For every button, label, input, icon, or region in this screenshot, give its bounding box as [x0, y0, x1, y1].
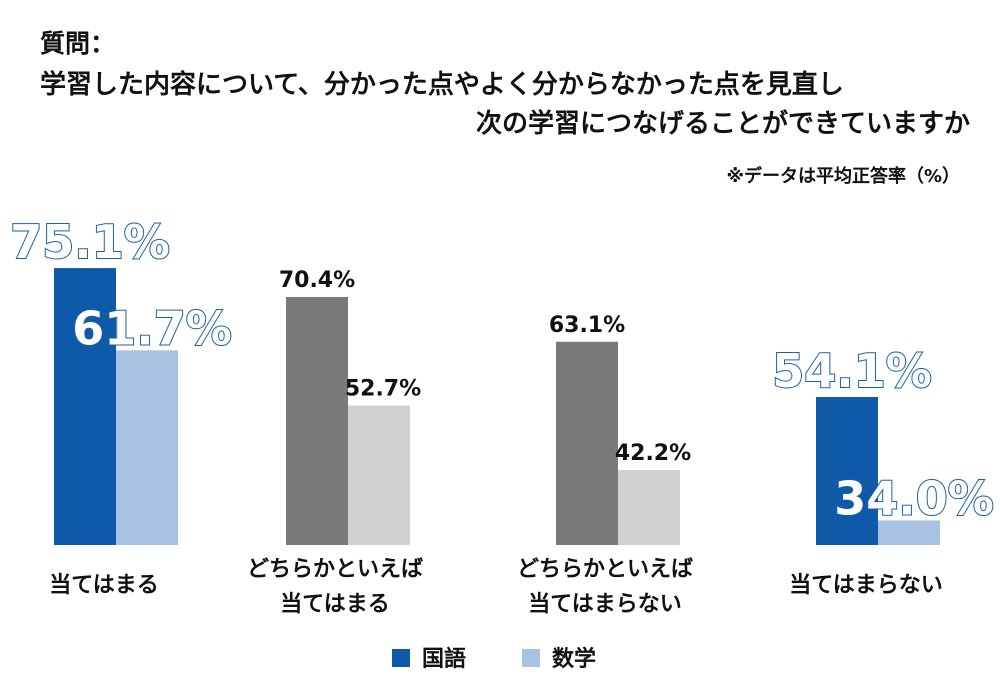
bar-sugaku-3 — [878, 520, 940, 545]
category-label-2-line1: 当てはまらない — [528, 592, 682, 617]
bar-kokugo-3 — [816, 397, 878, 545]
value-label-sugaku-0: 61.7% — [72, 301, 232, 355]
question-title-line2: 次の学習につなげることができていますか — [475, 109, 970, 139]
value-label-sugaku-3: 34.0% — [834, 471, 994, 525]
value-label-kokugo-2: 63.1% — [549, 313, 625, 338]
category-label-0: 当てはまる — [49, 573, 159, 598]
value-label-sugaku-2: 42.2% — [615, 441, 691, 466]
legend-label-sugaku: 数学 — [552, 646, 596, 672]
legend-label-kokugo: 国語 — [422, 646, 466, 672]
category-label-2-line0: どちらかといえば — [517, 557, 693, 582]
value-label-sugaku-1: 52.7% — [345, 377, 421, 402]
value-label-kokugo-0: 75.1% — [10, 215, 170, 269]
question-title-line1: 学習した内容について、分かった点やよく分からなかった点を見直し — [40, 70, 844, 100]
bar-kokugo-2 — [556, 341, 618, 545]
data-note: ※データは平均正答率（%） — [726, 166, 960, 187]
value-label-kokugo-3: 54.1% — [772, 344, 932, 398]
category-label-3: 当てはまらない — [789, 573, 943, 598]
bar-sugaku-2 — [618, 470, 680, 545]
legend-swatch-kokugo — [392, 649, 410, 667]
bar-sugaku-0 — [116, 350, 178, 545]
bar-kokugo-1 — [286, 296, 348, 545]
value-label-kokugo-1: 70.4% — [279, 268, 355, 293]
legend-swatch-sugaku — [522, 649, 540, 667]
bar-kokugo-0 — [54, 268, 116, 545]
bar-sugaku-1 — [348, 405, 410, 545]
question-label: 質問： — [40, 29, 116, 58]
category-label-1-line0: どちらかといえば — [247, 557, 423, 582]
category-label-1-line1: 当てはまる — [280, 592, 390, 617]
